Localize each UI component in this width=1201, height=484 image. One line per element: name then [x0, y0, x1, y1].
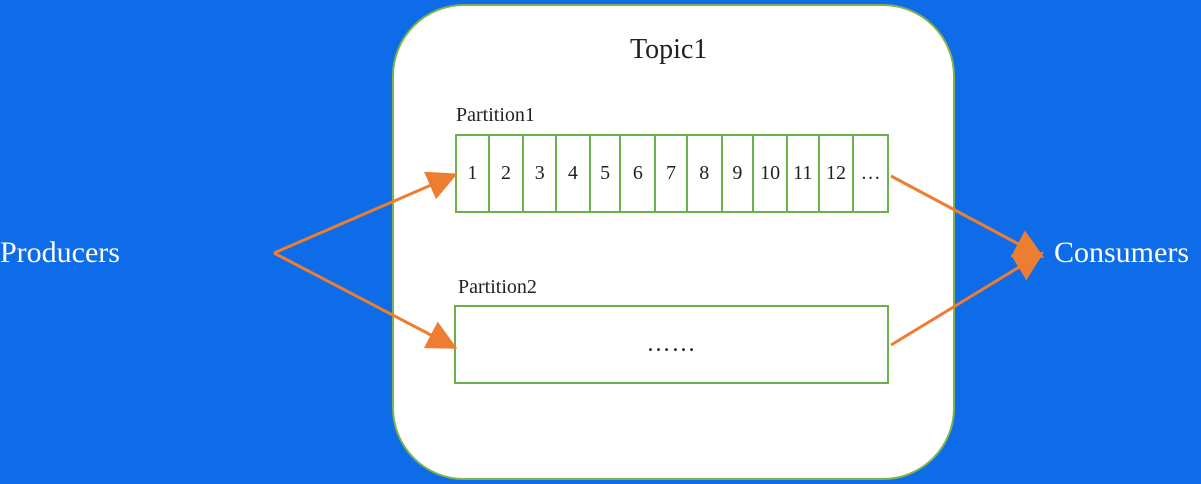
partition1-cell: 7	[656, 136, 688, 211]
partition1-cell: 10	[754, 136, 788, 211]
partition1-cell-row: 1 2 3 4 5 6 7 8 9 10 11 12…	[455, 134, 889, 213]
partition1-cell: 12	[820, 136, 855, 211]
partition1-cell: 9	[723, 136, 755, 211]
partition1-label: Partition1	[456, 104, 535, 126]
partition2-box: ……	[454, 305, 889, 384]
partition1-cell: 11	[788, 136, 820, 211]
partition1-cell: 6	[621, 136, 657, 211]
partition1-cell: 2	[490, 136, 525, 211]
consumers-label: Consumers	[1054, 236, 1189, 269]
partition1-cell: …	[860, 162, 881, 184]
partition1-cell: 8	[688, 136, 723, 211]
partition1-cell: 4	[557, 136, 591, 211]
producers-label: Producers	[0, 236, 120, 269]
partition2-label: Partition2	[458, 276, 537, 298]
topic-title: Topic1	[630, 34, 708, 65]
partition1-cell: 3	[524, 136, 558, 211]
topic-container	[392, 4, 955, 480]
partition1-cell: 1	[457, 136, 490, 211]
partition1-cell: 5	[591, 136, 622, 211]
